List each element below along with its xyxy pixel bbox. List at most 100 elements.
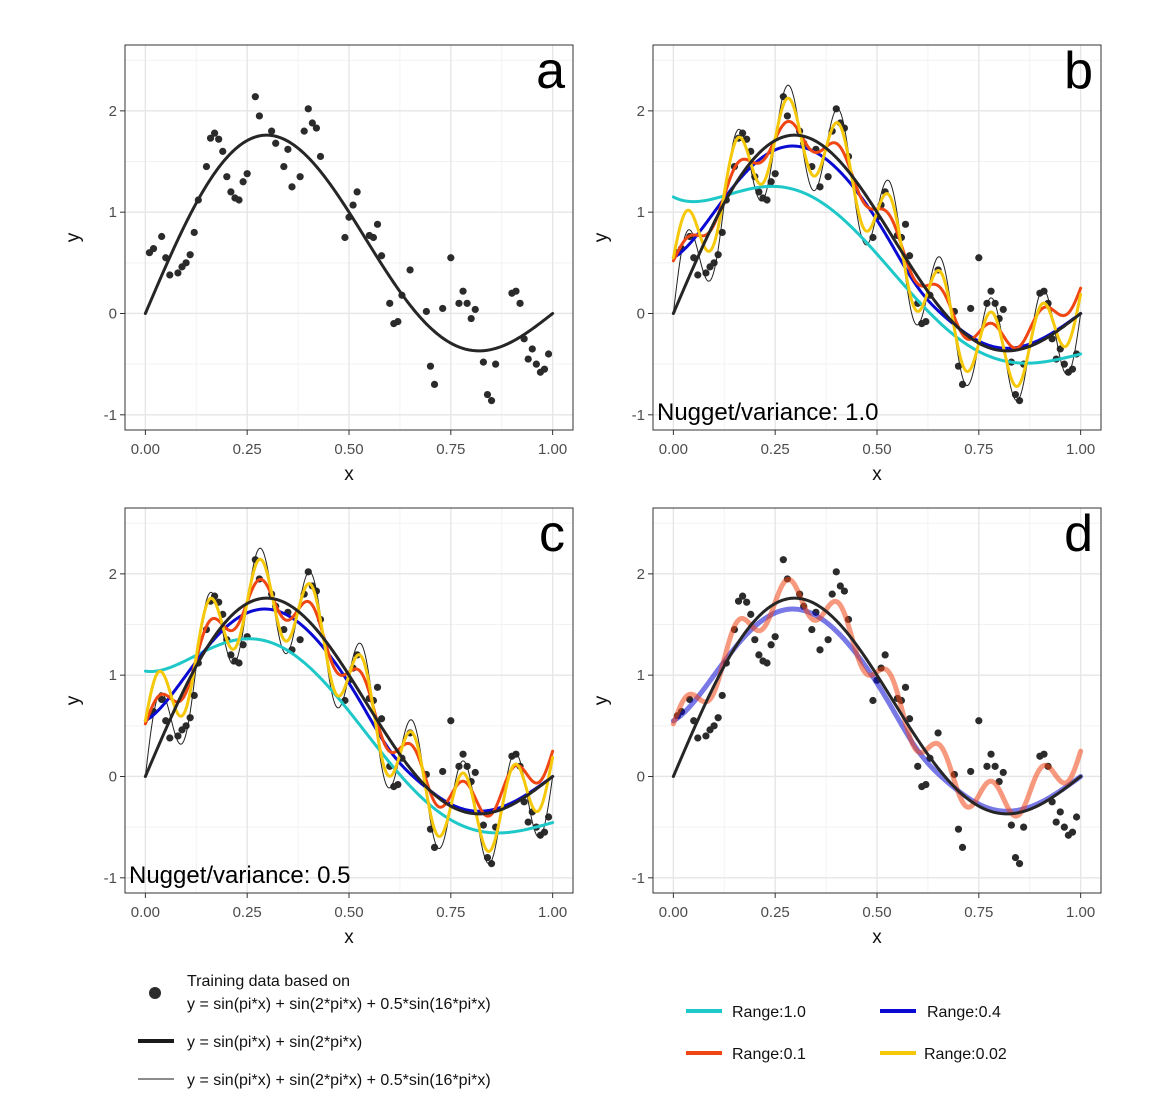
y-tick-label: 0 — [109, 305, 117, 322]
y-tick-label: 1 — [637, 667, 645, 684]
x-tick-label: 0.75 — [436, 904, 465, 921]
training-point — [824, 173, 832, 181]
y-tick-label: -1 — [104, 407, 117, 424]
training-point — [905, 715, 914, 723]
training-point — [751, 636, 759, 644]
legend-range-0-4-label: Range:0.4 — [927, 1004, 1001, 1021]
training-point — [211, 129, 219, 137]
training-point — [524, 818, 532, 826]
training-point — [808, 625, 816, 634]
training-point — [312, 124, 321, 132]
y-axis-title: y — [591, 232, 612, 242]
legend-left: Training data based on y = sin(pi*x) + s… — [138, 973, 491, 1089]
y-tick-label: 2 — [109, 566, 117, 583]
training-point — [426, 362, 435, 370]
training-point — [377, 252, 386, 260]
training-point — [422, 307, 430, 316]
x-tick-label: 1.00 — [1066, 441, 1095, 458]
y-tick-label: 2 — [637, 103, 645, 120]
training-point — [763, 196, 771, 204]
training-point — [174, 269, 182, 277]
training-point — [967, 767, 975, 776]
training-point — [308, 119, 316, 127]
training-point — [771, 633, 779, 641]
training-point — [459, 287, 467, 295]
training-point — [255, 112, 263, 120]
y-tick-label: 0 — [637, 768, 645, 785]
training-point — [149, 245, 158, 253]
training-point — [767, 641, 775, 649]
training-point — [1015, 397, 1024, 405]
training-point — [991, 762, 999, 770]
training-point — [386, 299, 394, 307]
training-point — [1060, 823, 1068, 831]
training-point — [1052, 818, 1060, 826]
y-tick-label: -1 — [632, 407, 645, 424]
training-point — [284, 145, 292, 153]
curves — [143, 547, 555, 865]
training-points — [145, 556, 553, 868]
training-point — [353, 188, 361, 196]
training-point — [186, 251, 194, 259]
x-tick-label: 0.75 — [964, 904, 993, 921]
training-point — [166, 734, 174, 742]
training-points — [145, 93, 553, 405]
y-axis-title: y — [63, 695, 84, 705]
training-point — [922, 780, 930, 789]
training-point — [694, 271, 702, 279]
y-axis-title: y — [591, 695, 612, 705]
y-tick-label: 2 — [109, 103, 117, 120]
training-point — [914, 762, 922, 770]
training-point — [958, 843, 967, 852]
panel-b: 0.00 0.25 0.50 0.75 1.00 -1 0 1 2 x y b Nugget/varia… — [591, 42, 1102, 485]
training-point — [235, 196, 243, 204]
x-tick-label: 0.25 — [233, 441, 262, 458]
training-point — [272, 139, 280, 147]
training-point — [394, 317, 402, 326]
training-point — [377, 715, 386, 723]
y-axis-title: y — [63, 232, 84, 242]
x-axis-title: x — [344, 464, 354, 485]
training-point — [479, 821, 487, 829]
panel-label: b — [1064, 42, 1093, 100]
training-point — [967, 304, 975, 313]
training-point — [288, 183, 296, 191]
x-tick-label: 0.00 — [131, 904, 160, 921]
training-point — [239, 178, 247, 186]
training-point — [316, 152, 325, 161]
x-axis-title: x — [344, 927, 354, 948]
y-tick-label: 0 — [637, 305, 645, 322]
training-point — [881, 651, 889, 659]
training-point — [755, 651, 763, 659]
training-point — [694, 734, 702, 742]
training-point — [459, 750, 467, 758]
training-point — [463, 299, 471, 307]
x-tick-label: 0.25 — [233, 904, 262, 921]
y-tick-label: 1 — [109, 667, 117, 684]
training-point — [341, 233, 349, 242]
panel-label: d — [1064, 505, 1093, 563]
panel-annotation: Nugget/variance: 1.0 — [657, 399, 878, 426]
training-point — [158, 232, 166, 241]
training-point — [524, 355, 532, 363]
training-point — [467, 314, 475, 323]
training-point — [1056, 808, 1064, 816]
training-point — [296, 173, 304, 181]
training-point — [771, 170, 779, 178]
training-point — [487, 860, 496, 868]
y-tick-label: 1 — [109, 204, 117, 221]
y-tick-label: -1 — [104, 870, 117, 887]
curve-base — [143, 133, 555, 353]
training-point — [373, 220, 382, 228]
plot-area — [670, 556, 1084, 868]
training-point — [483, 390, 492, 399]
training-point — [832, 568, 840, 576]
training-point — [975, 717, 983, 725]
training-point — [739, 592, 747, 600]
y-tick-label: 0 — [109, 768, 117, 785]
training-point — [406, 266, 414, 274]
training-point — [1015, 860, 1024, 868]
x-tick-label: 0.50 — [862, 441, 891, 458]
plot-area — [143, 547, 555, 868]
